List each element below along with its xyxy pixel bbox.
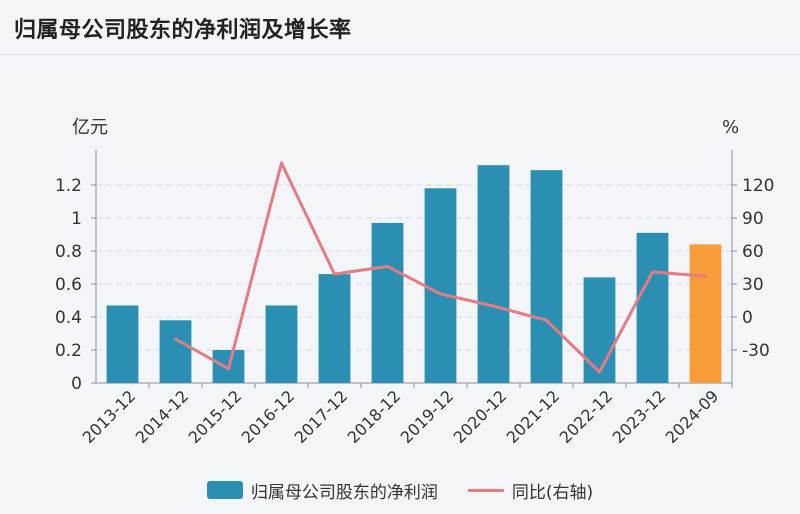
x-axis-tick-label: 2016-12	[238, 386, 299, 447]
x-axis-tick-label: 2021-12	[503, 386, 564, 447]
legend-item-yoy[interactable]: 同比(右轴)	[467, 478, 594, 503]
right-axis-tick-label: 0	[742, 308, 753, 328]
x-axis-tick-label: 2014-12	[132, 386, 193, 447]
x-axis-tick-label: 2015-12	[185, 386, 246, 447]
x-axis-tick-label: 2013-12	[79, 386, 140, 447]
bar	[477, 165, 510, 383]
left-axis-tick-label: 0	[71, 374, 82, 394]
yoy-point	[227, 367, 230, 371]
bar	[318, 274, 351, 383]
legend-label-yoy: 同比(右轴)	[511, 482, 594, 503]
yoy-point	[492, 304, 495, 308]
yoy-point	[704, 274, 707, 278]
x-axis-tick-label: 2024-09	[662, 386, 723, 447]
bar	[424, 188, 457, 383]
yoy-point	[174, 337, 177, 341]
legend-line-swatch	[467, 488, 504, 492]
right-axis-tick-label: -30	[742, 341, 770, 361]
right-axis-tick-label: 30	[742, 275, 764, 295]
right-axis-unit-label: %	[722, 117, 739, 138]
left-axis-tick-label: 1	[71, 209, 82, 229]
legend-item-profit[interactable]: 归属母公司股东的净利润	[206, 478, 438, 503]
bar	[583, 277, 616, 383]
left-axis-tick-label: 0.6	[55, 275, 82, 295]
bar	[106, 305, 139, 383]
left-axis-tick-label: 0.4	[55, 308, 82, 328]
bar	[689, 244, 722, 383]
legend-bar-swatch	[206, 481, 243, 499]
chart-title: 归属母公司股东的净利润及增长率	[14, 18, 352, 43]
left-axis-tick-label: 1.2	[55, 176, 82, 196]
bar	[636, 232, 669, 383]
chart-header: 归属母公司股东的净利润及增长率	[0, 0, 800, 55]
yoy-point	[386, 264, 389, 268]
x-axis-tick-label: 2017-12	[291, 386, 352, 447]
x-axis-tick-label: 2020-12	[450, 386, 511, 447]
yoy-point	[651, 270, 654, 274]
yoy-point	[545, 318, 548, 322]
right-axis-tick-label: 60	[742, 242, 764, 262]
x-axis-tick-label: 2019-12	[397, 386, 458, 447]
legend-label-profit: 归属母公司股东的净利润	[250, 482, 438, 503]
bar	[159, 320, 192, 383]
bar	[530, 170, 563, 383]
yoy-point	[439, 292, 442, 296]
left-axis-unit-label: 亿元	[72, 117, 108, 138]
yoy-point	[333, 272, 336, 276]
bar	[371, 222, 404, 383]
right-axis-tick-label: 120	[742, 176, 774, 196]
right-axis-tick-label: 90	[742, 209, 764, 229]
yoy-point	[280, 161, 283, 165]
x-axis-tick-label: 2018-12	[344, 386, 405, 447]
x-axis-tick-label: 2023-12	[609, 386, 670, 447]
x-axis-tick-label: 2022-12	[556, 386, 617, 447]
chart-canvas: 0 0.2 0.4 0.6 0.8 1 1.2 -30 0 30 60 90 120 亿元 % 2013-12…	[55, 117, 775, 447]
yoy-point	[598, 370, 601, 374]
left-axis-tick-label: 0.2	[55, 341, 82, 361]
left-axis-tick-label: 0.8	[55, 242, 82, 262]
bar	[265, 305, 298, 383]
chart-legend: 归属母公司股东的净利润 同比(右轴)	[0, 475, 800, 505]
